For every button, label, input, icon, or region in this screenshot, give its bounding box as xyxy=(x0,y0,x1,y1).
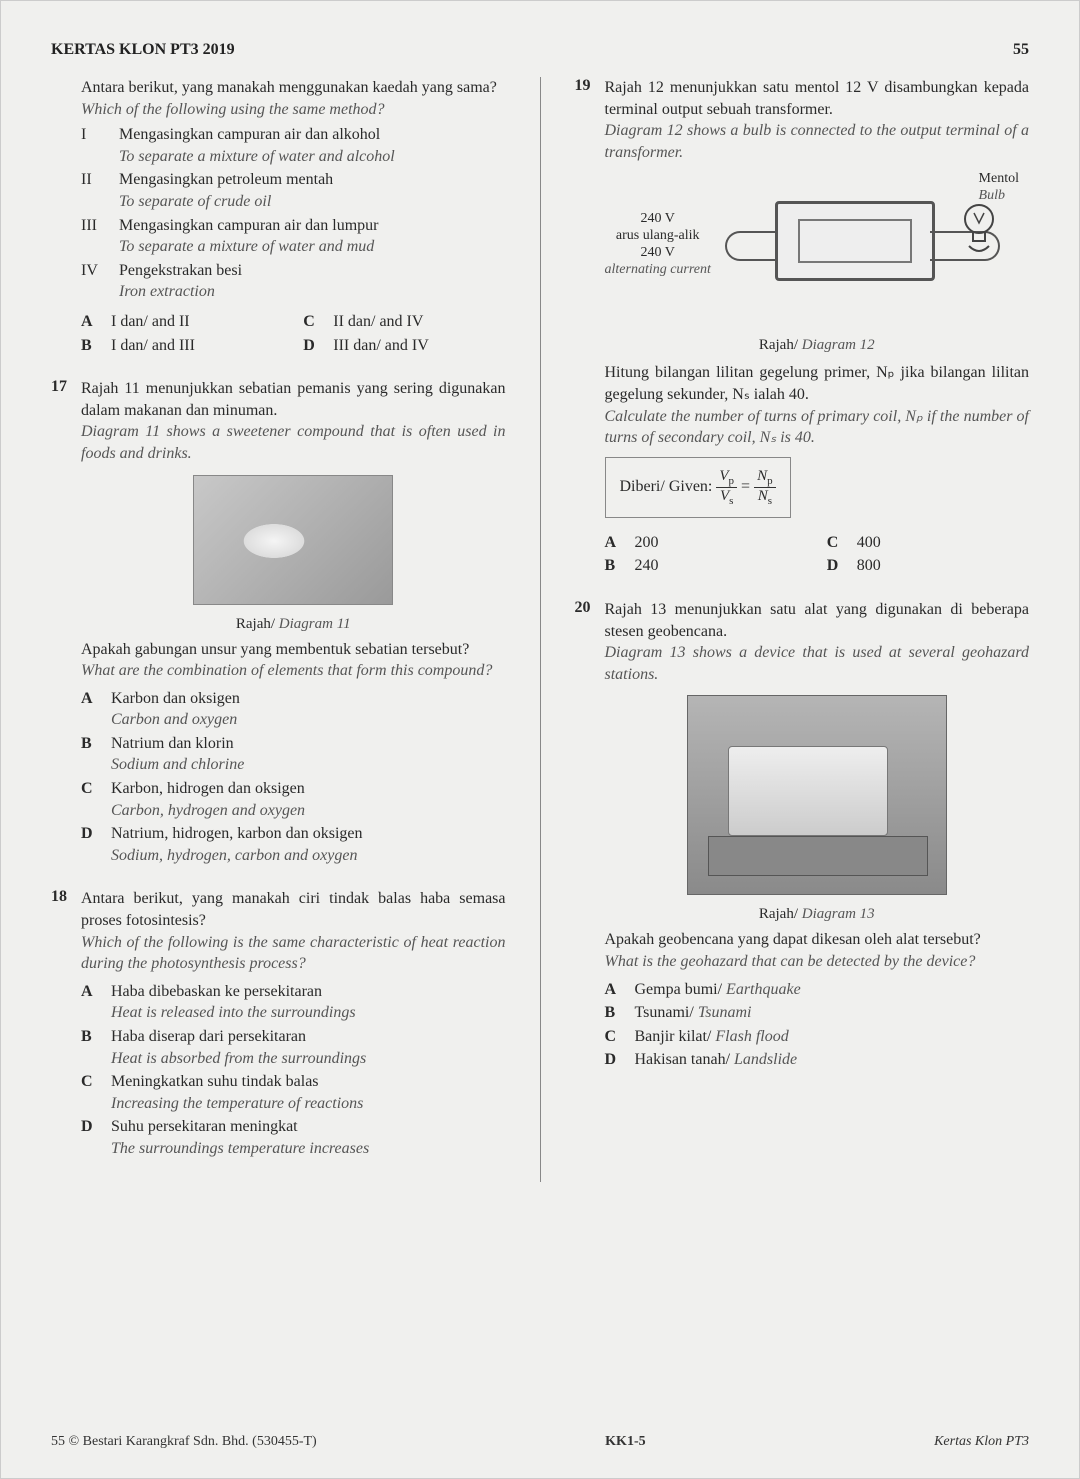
option-c: CBanjir kilat/ Flash flood xyxy=(605,1026,1030,1048)
diagram-11-image xyxy=(193,475,393,605)
q19-opt-a: A200 xyxy=(605,532,807,554)
q17-sub-ms: Apakah gabungan unsur yang membentuk seb… xyxy=(81,639,506,661)
footer-series: Kertas Klon PT3 xyxy=(934,1434,1029,1450)
primary-wire-icon xyxy=(725,231,780,261)
page-header: KERTAS KLON PT3 2019 55 xyxy=(51,41,1029,59)
option-a: AKarbon dan oksigenCarbon and oxygen xyxy=(81,688,506,731)
q16b-opt-b: BI dan/ and III xyxy=(81,335,283,357)
option-d: DSuhu persekitaran meningkatThe surround… xyxy=(81,1116,506,1159)
q20-number: 20 xyxy=(575,599,591,617)
question-17: 17 Rajah 11 menunjukkan sebatian pemanis… xyxy=(51,378,506,866)
option-a: AGempa bumi/ Earthquake xyxy=(605,979,1030,1001)
q16b-prompt-en: Which of the following using the same me… xyxy=(81,99,506,121)
option-b: BTsunami/ Tsunami xyxy=(605,1002,1030,1024)
q17-number: 17 xyxy=(51,378,67,396)
question-19: 19 Rajah 12 menunjukkan satu mentol 12 V… xyxy=(575,77,1030,577)
roman-item: IMengasingkan campuran air dan alkoholTo… xyxy=(81,124,506,167)
roman-item: IIIMengasingkan campuran air dan lumpurT… xyxy=(81,215,506,258)
transformer-input-label: 240 V arus ulang-alik 240 V alternating … xyxy=(605,211,711,278)
option-c: CKarbon, hidrogen dan oksigenCarbon, hyd… xyxy=(81,778,506,821)
q18-prompt-en: Which of the following is the same chara… xyxy=(81,932,506,975)
q17-prompt-en: Diagram 11 shows a sweetener compound th… xyxy=(81,421,506,464)
formula-box: Diberi/ Given: VpVs = NpNs xyxy=(605,457,791,518)
transformer-core-icon xyxy=(775,201,935,281)
question-16b: Antara berikut, yang manakah menggunakan… xyxy=(51,77,506,356)
question-20: 20 Rajah 13 menunjukkan satu alat yang d… xyxy=(575,599,1030,1071)
q18-prompt-ms: Antara berikut, yang manakah ciri tindak… xyxy=(81,888,506,931)
option-a: AHaba dibebaskan ke persekitaranHeat is … xyxy=(81,981,506,1024)
q20-sub-en: What is the geohazard that can be detect… xyxy=(605,951,1030,973)
option-b: BHaba diserap dari persekitaranHeat is a… xyxy=(81,1026,506,1069)
header-title: KERTAS KLON PT3 2019 xyxy=(51,41,235,59)
q16b-options: AI dan/ and II CII dan/ and IV BI dan/ a… xyxy=(81,311,506,356)
q17-sub-en: What are the combination of elements tha… xyxy=(81,660,506,682)
roman-item: IIMengasingkan petroleum mentahTo separa… xyxy=(81,169,506,212)
left-column: Antara berikut, yang manakah menggunakan… xyxy=(51,77,506,1182)
q19-sub-ms: Hitung bilangan lilitan gegelung primer,… xyxy=(605,362,1030,405)
diagram-11-caption: Rajah/ Diagram 11 xyxy=(81,616,506,633)
question-18: 18 Antara berikut, yang manakah ciri tin… xyxy=(51,888,506,1159)
q19-opt-d: D800 xyxy=(827,555,1029,577)
q16b-opt-d: DIII dan/ and IV xyxy=(303,335,505,357)
q20-sub-ms: Apakah geobencana yang dapat dikesan ole… xyxy=(605,929,1030,951)
option-b: BNatrium dan klorinSodium and chlorine xyxy=(81,733,506,776)
q19-prompt-en: Diagram 12 shows a bulb is connected to … xyxy=(605,120,1030,163)
q16b-opt-a: AI dan/ and II xyxy=(81,311,283,333)
page-footer: 55 © Bestari Karangkraf Sdn. Bhd. (53045… xyxy=(51,1434,1029,1450)
q19-opt-c: C400 xyxy=(827,532,1029,554)
roman-item: IVPengekstrakan besiIron extraction xyxy=(81,260,506,303)
footer-copyright: 55 © Bestari Karangkraf Sdn. Bhd. (53045… xyxy=(51,1434,317,1450)
q19-prompt-ms: Rajah 12 menunjukkan satu mentol 12 V di… xyxy=(605,77,1030,120)
q19-options: A200 C400 B240 D800 xyxy=(605,532,1030,577)
column-divider xyxy=(540,77,541,1182)
q19-number: 19 xyxy=(575,77,591,95)
right-column: 19 Rajah 12 menunjukkan satu mentol 12 V… xyxy=(575,77,1030,1182)
bulb-icon xyxy=(959,201,999,261)
option-d: DNatrium, hidrogen, karbon dan oksigenSo… xyxy=(81,823,506,866)
q20-prompt-ms: Rajah 13 menunjukkan satu alat yang digu… xyxy=(605,599,1030,642)
q20-prompt-en: Diagram 13 shows a device that is used a… xyxy=(605,642,1030,685)
option-c: CMeningkatkan suhu tindak balasIncreasin… xyxy=(81,1071,506,1114)
q16b-prompt-ms: Antara berikut, yang manakah menggunakan… xyxy=(81,77,506,99)
diagram-13: Rajah/ Diagram 13 xyxy=(605,695,1030,923)
diagram-13-caption: Rajah/ Diagram 13 xyxy=(605,906,1030,923)
page-number: 55 xyxy=(1013,41,1029,59)
option-d: DHakisan tanah/ Landslide xyxy=(605,1049,1030,1071)
bulb-label: Mentol Bulb xyxy=(979,171,1019,205)
q19-opt-b: B240 xyxy=(605,555,807,577)
diagram-13-image xyxy=(687,695,947,895)
q16b-opt-c: CII dan/ and IV xyxy=(303,311,505,333)
exam-page: KERTAS KLON PT3 2019 55 Antara berikut, … xyxy=(0,0,1080,1479)
diagram-12-caption: Rajah/ Diagram 12 xyxy=(605,337,1030,354)
diagram-11: Rajah/ Diagram 11 xyxy=(81,475,506,633)
q19-sub-en: Calculate the number of turns of primary… xyxy=(605,406,1030,449)
diagram-12: Mentol Bulb 240 V arus ulang-alik 240 V … xyxy=(605,171,1030,331)
q18-number: 18 xyxy=(51,888,67,906)
q17-prompt-ms: Rajah 11 menunjukkan sebatian pemanis ya… xyxy=(81,378,506,421)
footer-code: KK1-5 xyxy=(605,1434,645,1450)
